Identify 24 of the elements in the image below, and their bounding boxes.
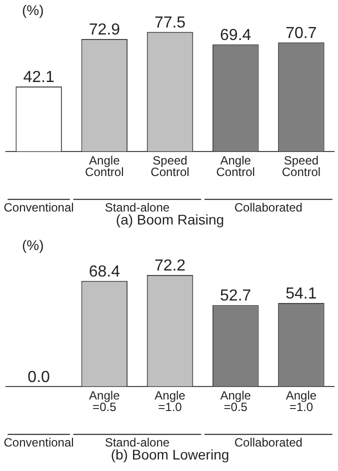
text: Collaborated (234, 200, 302, 215)
data-label: 72.9 (88, 21, 120, 38)
data-label: 52.7 (220, 288, 252, 305)
y-axis-title: (%) (22, 236, 44, 253)
x-tick-label: Speed Control (150, 153, 190, 179)
data-label: 0.0 (28, 368, 50, 386)
text: Conventional (4, 436, 74, 450)
x-tick-label: Angle Control (85, 153, 124, 179)
x-tick-label: Angle =0.5 (89, 388, 120, 414)
y-axis-title: (%) (22, 2, 44, 18)
data-label: 68.4 (88, 263, 120, 280)
x-tick-label: Angle =1.0 (154, 388, 186, 414)
x-tick-label: Angle =1.0 (286, 388, 317, 414)
x-tick-label: Angle Control (216, 153, 255, 179)
x-tick-label: Speed Control (282, 153, 321, 179)
data-label: 54.1 (286, 285, 317, 302)
data-label: 69.4 (220, 26, 252, 44)
text: Conventional (4, 200, 74, 215)
x-tick-label: Angle =0.5 (220, 388, 252, 414)
text: Collaborated (234, 436, 302, 450)
data-label: 42.1 (23, 68, 54, 86)
data-label: 72.2 (154, 257, 186, 274)
data-label: 77.5 (154, 14, 186, 32)
data-label: 70.7 (286, 24, 317, 42)
